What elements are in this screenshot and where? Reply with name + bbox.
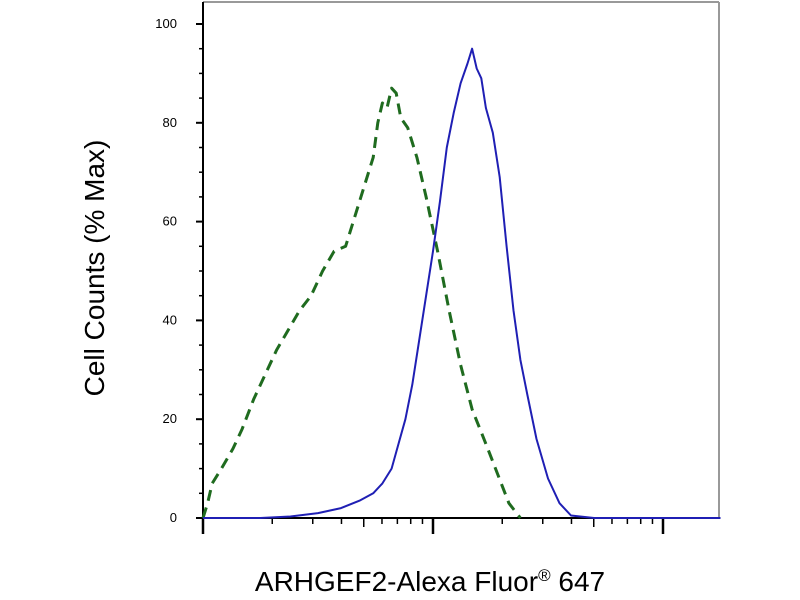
y-tick-label: 0: [170, 510, 177, 525]
x-axis-title-registered-mark: ®: [538, 566, 551, 585]
x-axis-title: ARHGEF2-Alexa Fluor® 647: [255, 566, 605, 597]
x-axis-ticks: [201, 518, 665, 534]
x-axis-title-main: ARHGEF2-Alexa Fluor: [255, 566, 538, 597]
y-tick-label: 80: [163, 115, 177, 130]
y-axis-title: Cell Counts (% Max): [79, 140, 110, 397]
histogram-series-solid: [203, 47, 721, 519]
histogram-series-dashed: [201, 86, 522, 519]
x-axis-title-suffix: 647: [551, 566, 606, 597]
y-tick-label: 40: [163, 312, 177, 327]
y-tick-label: 20: [163, 411, 177, 426]
plot-frame: [201, 1, 720, 520]
y-axis-ticks: 0 20 40 60 80 100: [155, 16, 203, 525]
y-tick-label: 60: [163, 214, 177, 229]
series-layer: [201, 47, 721, 519]
y-tick-label: 100: [155, 16, 177, 31]
